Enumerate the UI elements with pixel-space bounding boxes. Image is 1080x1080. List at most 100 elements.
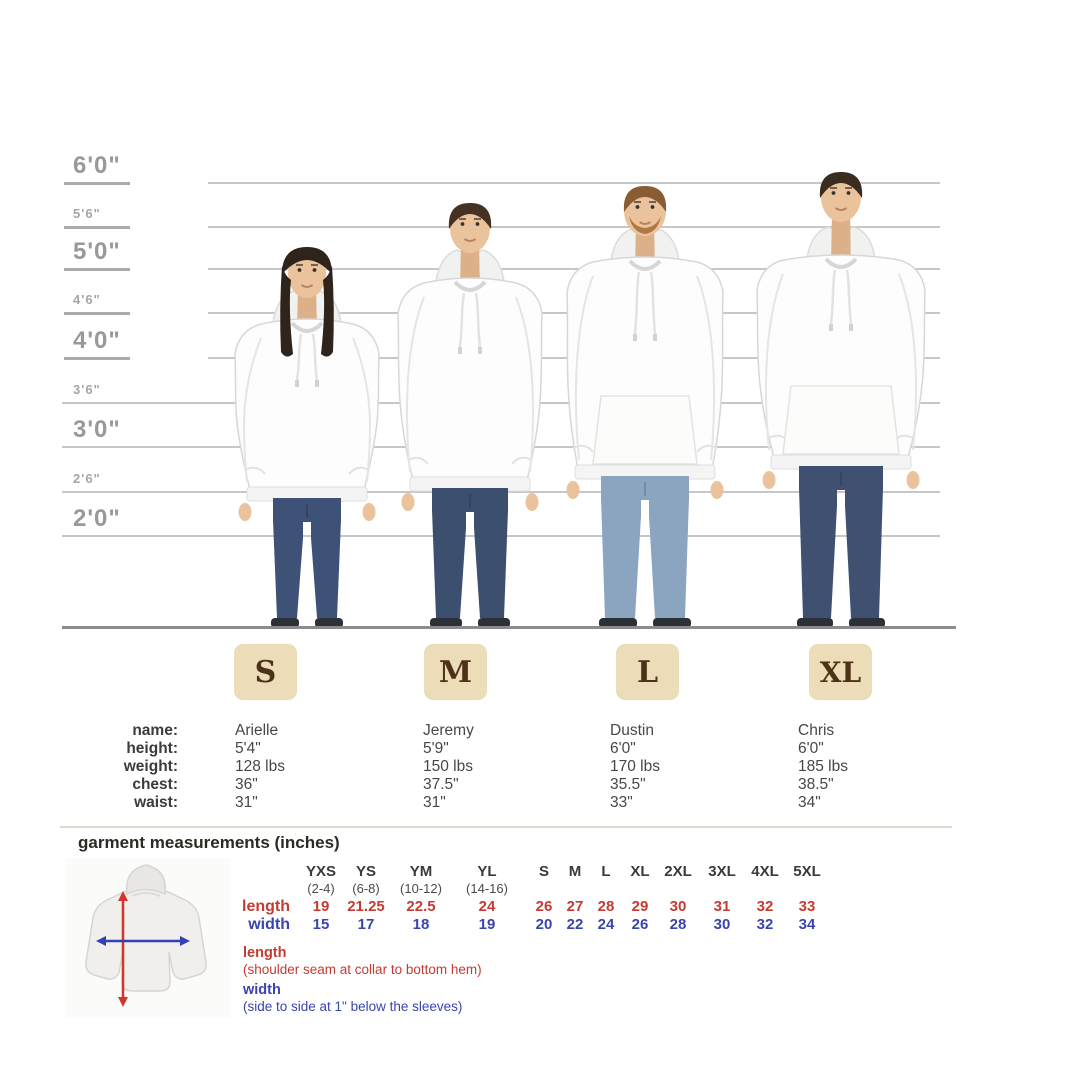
length-value: 22.5 [406,898,436,915]
model-figure-xl [756,172,926,628]
size-column-header: L [601,863,611,880]
stat-chest-xl: 38.5" [798,776,834,793]
stat-waist-xl: 34" [798,794,821,811]
stat-name-m: Jeremy [423,722,474,739]
stat-height-m: 5'9" [423,740,449,757]
stat-chest-l: 35.5" [610,776,646,793]
stats-row-label-height: height: [126,740,178,757]
stats-row-label-waist: waist: [134,794,178,811]
stats-row-label-chest: chest: [132,776,178,793]
legend-width-desc: (side to side at 1" below the sleeves) [243,999,463,1014]
height-marker-line [208,268,940,270]
stat-name-s: Arielle [235,722,279,739]
length-value: 33 [798,898,816,915]
garment-column-3xl: 3XL 31 30 [700,862,744,934]
height-marker-label: 2'6" [73,471,101,486]
size-column-header: YXS [305,863,336,880]
garment-column-l: L 28 24 [584,862,628,934]
size-badge-m: M [424,644,487,700]
height-marker-label: 3'6" [73,382,101,397]
length-value: 27 [566,898,584,915]
age-range-label: (10-12) [400,881,442,896]
size-column-header: S [538,863,549,880]
hoodie-measurement-diagram [66,858,230,1018]
width-value: 24 [597,916,615,933]
age-range-label [743,881,787,898]
length-value: 19 [312,898,330,915]
height-marker-label: 4'6" [73,292,101,307]
width-value: 15 [312,916,330,933]
stat-weight-s: 128 lbs [235,758,285,775]
size-column-header: YM [409,863,433,880]
age-range-label: (6-8) [352,881,380,896]
stat-waist-m: 31" [423,794,446,811]
width-arrow-icon [96,936,190,946]
size-column-header: 3XL [708,863,736,880]
garment-column-2xl: 2XL 30 28 [656,862,700,934]
width-value: 17 [357,916,375,933]
stat-waist-s: 31" [235,794,258,811]
length-value: 28 [597,898,615,915]
size-column-header: 2XL [664,863,692,880]
garment-column-ys: YS (6-8) 21.25 17 [334,862,398,934]
age-range-label: (2-4) [307,881,335,896]
stat-waist-l: 33" [610,794,633,811]
stat-weight-m: 150 lbs [423,758,473,775]
height-marker-label: 2'0" [73,505,121,532]
age-range-label [700,881,744,898]
height-marker-tick [64,268,130,271]
garment-column-m: M 27 22 [553,862,597,934]
height-marker-label: 6'0" [73,152,121,179]
height-marker-tick [64,357,130,360]
width-value: 26 [631,916,649,933]
section-divider [60,826,952,828]
stat-name-l: Dustin [610,722,654,739]
size-badge-s: S [234,644,297,700]
garment-column-xl: XL 29 26 [618,862,662,934]
width-value: 28 [669,916,687,933]
size-column-header: 4XL [751,863,779,880]
size-column-header: 5XL [793,863,821,880]
garment-column-ym: YM (10-12) 22.5 18 [389,862,453,934]
size-badge-l: L [616,644,679,700]
height-marker-tick [64,226,130,229]
size-column-header: YL [477,863,497,880]
ground-line [62,626,956,629]
length-value: 32 [756,898,774,915]
height-marker-tick [64,312,130,315]
model-figure-l [566,186,724,628]
garment-section-title: garment measurements (inches) [78,833,340,852]
stat-height-l: 6'0" [610,740,636,757]
size-column-header: XL [630,863,650,880]
height-marker-label: 5'0" [73,238,121,265]
length-row-label: length [242,898,290,915]
width-value: 34 [798,916,816,933]
width-value: 18 [412,916,430,933]
length-value: 31 [713,898,731,915]
width-value: 22 [566,916,584,933]
stat-chest-s: 36" [235,776,258,793]
age-range-label: (14-16) [466,881,508,896]
model-figure-m [397,203,543,628]
size-badge-xl: XL [809,644,872,700]
stat-chest-m: 37.5" [423,776,459,793]
stats-row-label-weight: weight: [123,758,178,775]
width-value: 20 [535,916,553,933]
age-range-label [656,881,700,898]
length-value: 26 [535,898,553,915]
legend-length-title: length [243,945,287,961]
length-arrow-icon [118,891,128,1007]
garment-column-4xl: 4XL 32 32 [743,862,787,934]
width-value: 30 [713,916,731,933]
stat-weight-l: 170 lbs [610,758,660,775]
width-value: 19 [478,916,496,933]
length-value: 21.25 [347,898,385,915]
length-value: 24 [478,898,496,915]
height-marker-label: 3'0" [73,416,121,443]
garment-column-yl: YL (14-16) 24 19 [455,862,519,934]
width-row-label: width [248,916,290,933]
length-value: 30 [669,898,687,915]
height-marker-line [208,226,940,228]
height-marker-tick [64,182,130,185]
